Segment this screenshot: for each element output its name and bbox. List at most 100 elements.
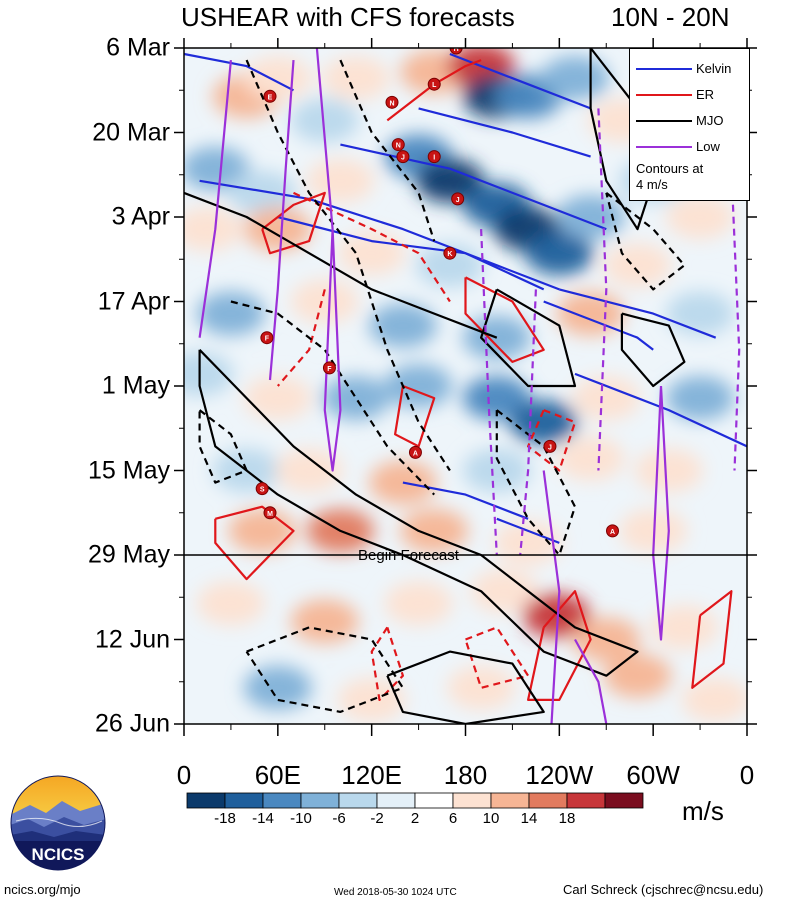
colorbar-swatch (224, 792, 264, 809)
colorbar-tick-label: -2 (370, 810, 384, 827)
shear-cell (322, 376, 391, 421)
legend-label: ER (696, 87, 715, 102)
mjo-contour (605, 192, 686, 291)
kelvin-contour (340, 143, 607, 231)
low-contour (730, 168, 741, 471)
colorbar-tick-label: -14 (252, 810, 274, 827)
forecast-label: Begin Forecast (358, 547, 459, 564)
low-contour (198, 59, 232, 338)
mjo-contour (245, 59, 451, 472)
y-tick-label: 20 Mar (92, 118, 170, 146)
low-contour (542, 470, 561, 724)
storm-label: N (396, 143, 401, 150)
er-contour (394, 384, 436, 448)
kelvin-contour (184, 52, 295, 92)
y-tick-label: 29 May (88, 540, 170, 569)
storm-marker: I (427, 150, 441, 164)
storm-marker: N (385, 95, 399, 109)
low-contour (597, 108, 608, 471)
storm-label: F (265, 336, 270, 343)
legend-swatch (636, 68, 692, 70)
shear-cell (337, 231, 406, 276)
y-tick-label: 15 May (88, 456, 170, 484)
y-tick-label: 1 May (101, 371, 170, 400)
shear-cell (196, 581, 265, 626)
storm-label: L (432, 82, 437, 89)
shear-cell (184, 146, 250, 191)
storm-label: I (433, 155, 435, 162)
shear-cell (400, 508, 469, 553)
shear-cell (322, 56, 391, 101)
x-tick-label: 180 (443, 760, 488, 790)
storm-marker: K (443, 246, 457, 260)
storm-marker: L (427, 77, 441, 91)
storm-label: A (413, 450, 418, 457)
colorbar-swatch (414, 792, 454, 809)
legend-swatch (636, 146, 692, 148)
legend-swatch (636, 94, 692, 96)
storm-marker: F (322, 361, 336, 375)
colorbar-tick-label: 10 (482, 810, 500, 827)
shear-cell (306, 158, 375, 203)
kelvin-contour (199, 179, 560, 291)
ncics-logo[interactable]: NCICS (10, 775, 106, 871)
y-tick-label: 17 Apr (97, 287, 170, 315)
shear-cell (556, 195, 625, 239)
storm-marker: A (606, 524, 620, 538)
shear-cell (228, 170, 297, 215)
shear-cell (650, 605, 719, 650)
shear-cell (556, 436, 625, 481)
colorbar-tick-label: 18 (558, 810, 576, 827)
colorbar-tick-label: 14 (520, 810, 538, 827)
kelvin-contour (449, 52, 591, 110)
kelvin-contour (402, 481, 529, 520)
low-contour (574, 638, 608, 724)
legend-box: Kelvin ER MJO Low Contours at 4 m/s (629, 48, 750, 201)
footer-link[interactable]: ncics.org/mjo (4, 882, 81, 897)
shear-cell (384, 364, 453, 408)
shear-cell (384, 581, 453, 626)
shear-cell (619, 508, 688, 553)
storm-label: E (268, 94, 273, 101)
colorbar-swatch (566, 792, 606, 809)
kelvin-contour (277, 215, 545, 291)
shear-cell (462, 448, 531, 493)
shear-field (184, 48, 747, 722)
legend-note: Contours at 4 m/s (636, 161, 703, 193)
storm-marker: N (391, 138, 405, 152)
low-contour (268, 60, 295, 381)
storm-label: K (447, 251, 452, 258)
shear-cell (447, 665, 516, 710)
low-contour (652, 385, 670, 641)
legend-label: MJO (696, 113, 724, 128)
colorbar-tick-label: -6 (332, 810, 346, 827)
shear-cell (666, 195, 735, 239)
kelvin-contour (559, 288, 717, 339)
storm-marker: S (255, 482, 269, 496)
storm-marker: J (543, 439, 557, 453)
storm-marker: H (449, 48, 463, 55)
storm-label: J (548, 444, 552, 451)
shear-cell (681, 677, 747, 722)
shear-cell (494, 520, 563, 565)
kelvin-contour (496, 517, 560, 544)
x-tick-label: 0 (739, 760, 755, 790)
storm-label: J (401, 155, 405, 162)
storm-marker: J (451, 192, 465, 206)
er-contour (276, 289, 326, 387)
mjo-contour (620, 312, 686, 388)
mjo-contour (339, 59, 436, 242)
y-tick-label: 6 Mar (106, 33, 170, 62)
mjo-contour (230, 300, 435, 496)
shear-cell (666, 291, 735, 336)
storm-marker: J (396, 150, 410, 164)
storm-marker: E (263, 89, 277, 103)
logo-text: NCICS (32, 845, 85, 864)
shear-cell (509, 400, 578, 445)
shear-cell (462, 376, 531, 421)
shear-cell (290, 599, 359, 644)
colorbar-tick-label: 6 (448, 810, 458, 827)
er-contour (527, 590, 592, 701)
footer-timestamp: Wed 2018-05-30 1024 UTC (334, 887, 457, 898)
